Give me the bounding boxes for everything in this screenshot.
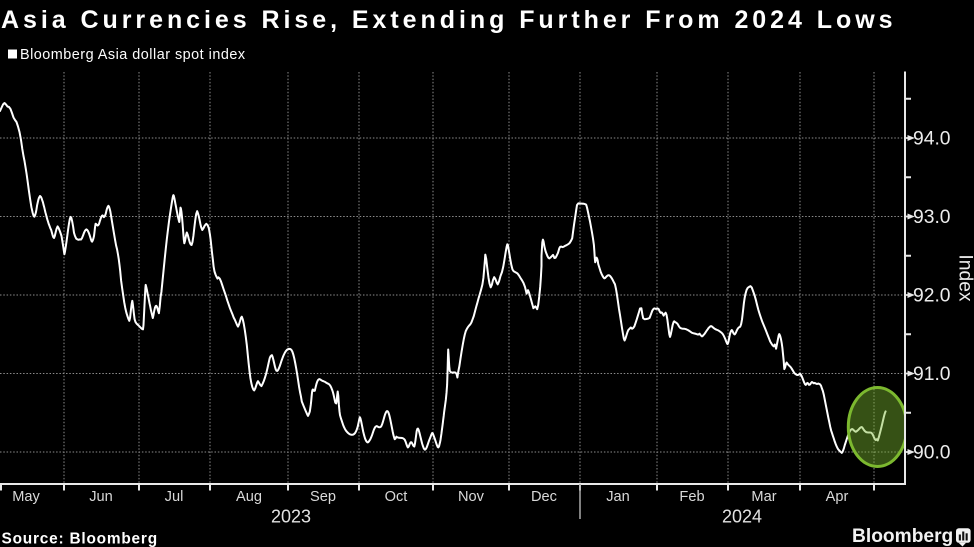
svg-text:Asia Currencies Rise, Extendin: Asia Currencies Rise, Extending Further … [1, 6, 896, 34]
svg-text:Dec: Dec [531, 489, 557, 505]
svg-text:Nov: Nov [458, 489, 485, 505]
svg-text:90.0: 90.0 [913, 443, 951, 464]
svg-text:Jan: Jan [606, 489, 630, 505]
svg-text:Apr: Apr [826, 489, 849, 505]
svg-text:Bloomberg Asia dollar spot ind: Bloomberg Asia dollar spot index [20, 47, 246, 63]
svg-text:Index: Index [955, 254, 974, 302]
svg-text:Source: Bloomberg: Source: Bloomberg [2, 531, 158, 547]
svg-text:94.0: 94.0 [913, 129, 951, 150]
svg-text:Jul: Jul [165, 489, 184, 505]
svg-text:Sep: Sep [310, 489, 336, 505]
svg-text:Aug: Aug [236, 489, 262, 505]
svg-text:2023: 2023 [271, 507, 311, 527]
svg-text:Jun: Jun [89, 489, 113, 505]
svg-text:93.0: 93.0 [913, 207, 951, 228]
svg-text:Feb: Feb [679, 489, 704, 505]
svg-text:May: May [12, 489, 40, 505]
svg-text:Oct: Oct [385, 489, 408, 505]
svg-text:Mar: Mar [751, 489, 776, 505]
svg-text:Bloomberg: Bloomberg [852, 526, 953, 547]
svg-text:92.0: 92.0 [913, 286, 951, 307]
svg-text:91.0: 91.0 [913, 364, 951, 385]
svg-text:2024: 2024 [722, 507, 762, 527]
